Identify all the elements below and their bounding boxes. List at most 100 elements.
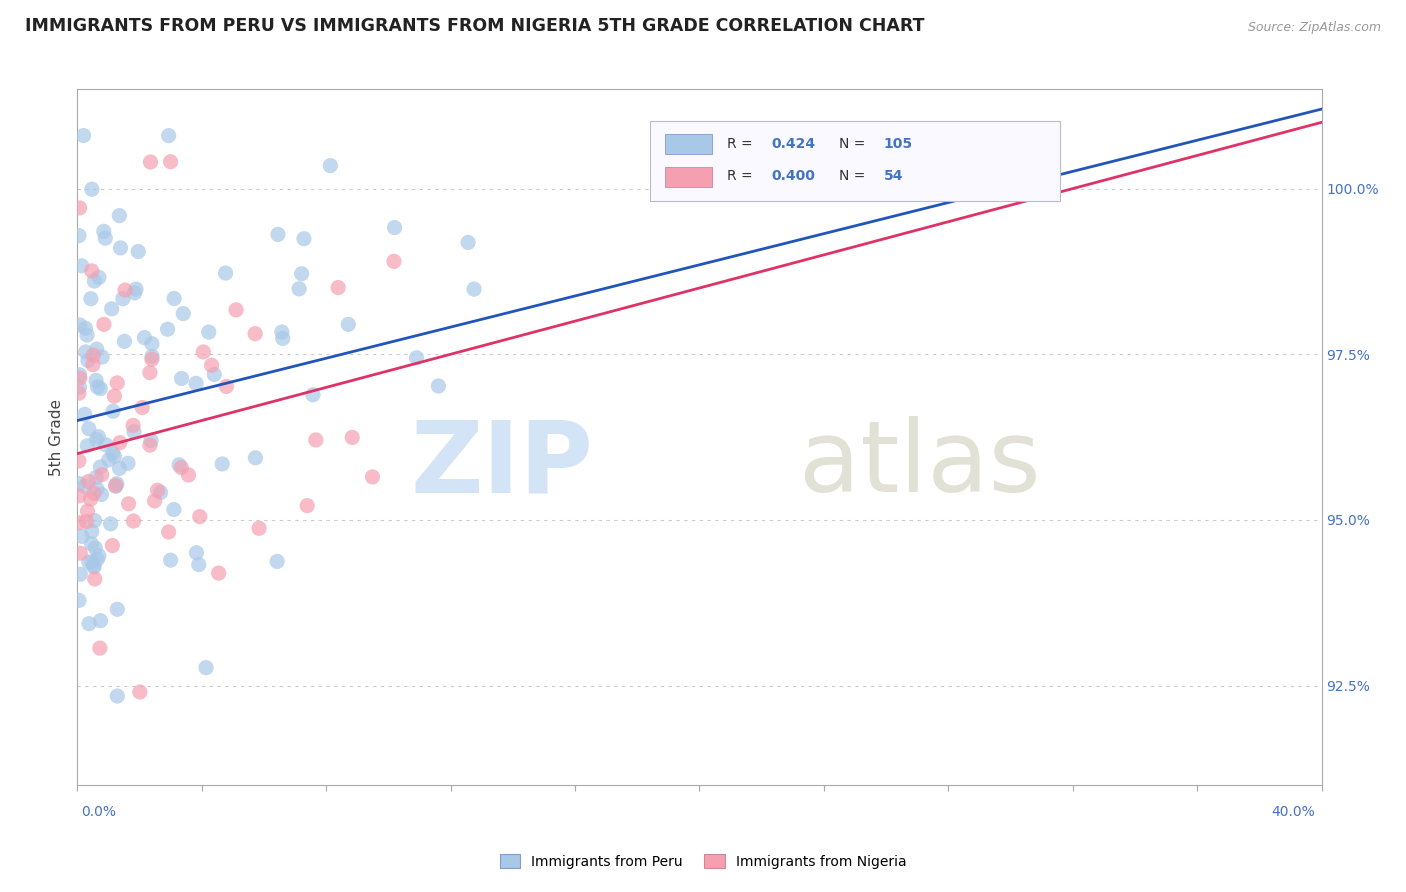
Point (170, 460, 193, 475)
Point (108, 209, 131, 223)
Point (76, 504, 98, 518)
Point (208, 566, 231, 581)
Point (108, 461, 131, 475)
Point (86, 482, 108, 496)
Point (97, 453, 120, 467)
Point (69, 368, 91, 382)
Point (177, 468, 200, 483)
Point (122, 514, 145, 528)
Point (288, 282, 311, 296)
Point (101, 404, 124, 418)
Point (305, 433, 328, 447)
Point (67, 476, 90, 491)
Point (110, 241, 132, 255)
Point (243, 326, 266, 341)
Point (302, 388, 325, 402)
Point (67, 386, 90, 401)
Point (91, 350, 114, 364)
Point (75, 344, 97, 359)
Point (163, 502, 186, 516)
Point (86, 552, 108, 566)
Point (247, 521, 270, 535)
Point (77, 475, 100, 489)
Point (94, 438, 117, 452)
Point (131, 401, 153, 415)
Text: atlas: atlas (799, 417, 1040, 514)
Point (90, 487, 112, 501)
Text: IMMIGRANTS FROM PERU VS IMMIGRANTS FROM NIGERIA 5TH GRADE CORRELATION CHART: IMMIGRANTS FROM PERU VS IMMIGRANTS FROM … (25, 17, 925, 35)
Point (76, 328, 98, 343)
Point (328, 280, 350, 294)
Point (122, 418, 145, 433)
Point (266, 554, 288, 568)
Point (157, 524, 180, 539)
Text: 40.0%: 40.0% (1271, 805, 1315, 819)
Point (76, 439, 98, 453)
Point (83, 274, 105, 288)
Point (193, 345, 215, 359)
Point (187, 558, 209, 572)
Point (89, 614, 111, 628)
Point (122, 425, 145, 439)
Point (83, 560, 105, 574)
Point (80, 264, 103, 278)
Point (114, 283, 136, 297)
Point (170, 371, 193, 385)
Point (83, 572, 105, 586)
Text: N =: N = (839, 169, 869, 183)
Point (342, 430, 364, 444)
Point (101, 539, 124, 553)
Point (77, 422, 100, 436)
Point (211, 457, 233, 471)
Point (167, 458, 190, 472)
Point (201, 358, 224, 372)
Point (108, 435, 131, 450)
Point (103, 389, 125, 403)
Text: N =: N = (839, 137, 869, 151)
Point (157, 128, 180, 143)
Point (139, 434, 162, 448)
Point (186, 546, 208, 560)
Point (73, 479, 96, 493)
Text: 54: 54 (883, 169, 903, 183)
Point (101, 446, 124, 460)
Point (270, 325, 292, 339)
Point (69, 380, 91, 394)
Point (79, 492, 101, 507)
Point (117, 456, 139, 470)
Point (149, 485, 172, 500)
Point (89, 641, 111, 656)
Point (105, 602, 128, 616)
Point (67, 516, 90, 530)
Point (105, 689, 128, 703)
Point (195, 660, 218, 674)
Point (72, 128, 94, 143)
Point (202, 368, 225, 382)
Point (82, 358, 104, 372)
Bar (665, 135, 711, 154)
Point (271, 331, 294, 345)
Point (93, 318, 115, 332)
Point (143, 494, 166, 508)
Text: R =: R = (727, 137, 756, 151)
Point (94, 231, 117, 245)
Point (82, 348, 104, 362)
Point (83, 514, 105, 528)
Point (70, 529, 93, 543)
Point (67, 454, 90, 468)
Point (93, 224, 115, 238)
Text: Source: ZipAtlas.com: Source: ZipAtlas.com (1247, 21, 1381, 34)
Point (124, 285, 146, 300)
Point (156, 322, 179, 336)
Point (172, 307, 194, 321)
Point (111, 292, 134, 306)
Point (87, 549, 110, 563)
Point (214, 266, 236, 280)
Text: 0.400: 0.400 (772, 169, 815, 183)
Point (84, 470, 107, 484)
Point (73, 407, 96, 421)
Bar (665, 167, 711, 186)
Point (292, 232, 315, 246)
Point (139, 438, 162, 452)
Point (139, 155, 162, 169)
